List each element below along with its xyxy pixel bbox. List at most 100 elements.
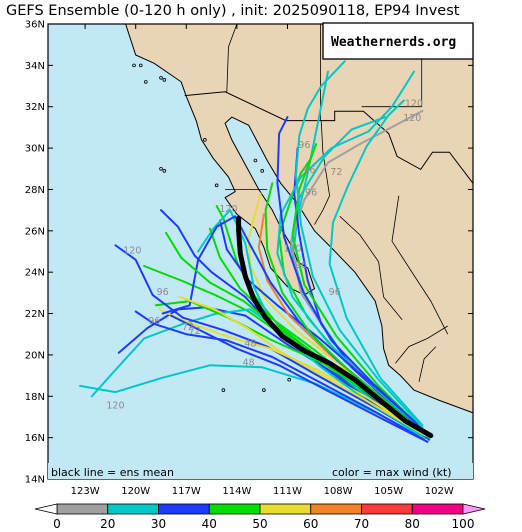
forecast-hour-label: 96 — [305, 188, 317, 199]
colorbar-tick-label: 0 — [53, 517, 61, 531]
forecast-hour-label: 120 — [106, 401, 124, 412]
colorbar-tick-label: 100 — [452, 517, 475, 531]
lat-tick-label: 34N — [25, 61, 45, 72]
forecast-hour-label: 120 — [405, 99, 423, 110]
lon-tick-label: 120W — [121, 486, 150, 497]
colorbar-tick-label: 20 — [100, 517, 115, 531]
lon-tick-label: 117W — [172, 486, 201, 497]
colorbar-segment — [361, 503, 413, 515]
forecast-hour-label: 120 — [123, 246, 141, 257]
island-3 — [214, 183, 219, 188]
forecast-hour-label: 96 — [298, 140, 310, 151]
lat-tick-label: 30N — [25, 144, 45, 155]
state-border-5 — [395, 325, 448, 364]
lat-tick-label: 24N — [25, 268, 45, 279]
member-track-m21 — [294, 60, 424, 429]
colorbar-tick-label: 40 — [202, 517, 217, 531]
lon-tick-label: 102W — [425, 486, 454, 497]
state-border-3 — [339, 216, 403, 321]
colorbar-tick-label: 80 — [405, 517, 420, 531]
watermark-frame — [322, 22, 474, 60]
member-track-m29 — [170, 314, 429, 443]
colorbar-segment — [310, 503, 362, 515]
map-axes: 36N 34N 32N 30N 28N 26N 24N 22N 20N 18N 16N 14N 123W… — [25, 20, 474, 497]
lon-tick-label: 111W — [273, 486, 302, 497]
ens-mean-note: black line = ens mean — [51, 466, 174, 479]
colorbar-tick-label: 50 — [252, 517, 267, 531]
colorbar-segment — [411, 503, 464, 515]
forecast-hour-label: 96 — [295, 260, 307, 271]
lat-tick-label: 16N — [25, 433, 45, 444]
lat-tick-label: 18N — [25, 392, 45, 403]
member-track-m20 — [276, 116, 422, 429]
member-track-m17 — [158, 308, 424, 435]
member-track-m03 — [90, 308, 429, 437]
wind-color-note: color = max wind (kt) — [332, 466, 452, 479]
forecast-hour-label: 120 — [403, 113, 421, 124]
member-track-m23 — [79, 364, 426, 439]
state-border-6 — [418, 346, 437, 382]
colorbar-low-arrow — [34, 503, 58, 515]
ensemble-mean-track — [236, 215, 434, 439]
island-1 — [159, 166, 163, 171]
forecast-hour-label: 48 — [244, 339, 256, 350]
forecast-hour-label: 48 — [243, 357, 255, 368]
island-4 — [260, 169, 264, 173]
lat-tick-label: 32N — [25, 102, 45, 113]
forecast-hour-label: 96 — [303, 165, 315, 176]
colorbar-segment — [208, 503, 261, 515]
forecast-hour-label: 120 — [283, 244, 301, 255]
lat-tick-label: 14N — [25, 475, 45, 486]
forecast-hour-label: 72 — [330, 167, 342, 178]
member-track-m28 — [328, 99, 424, 427]
member-track-m16 — [114, 244, 427, 439]
wind-colorbar: 0 20 30 40 50 60 70 80 100 — [34, 503, 486, 531]
lon-tick-label: 105W — [374, 486, 403, 497]
forecast-hour-label: 96 — [329, 287, 341, 298]
lon-tick-label: 123W — [71, 486, 100, 497]
land-mexico-us — [48, 24, 473, 414]
lat-tick-label: 20N — [25, 350, 45, 361]
state-border-2 — [314, 120, 331, 225]
member-track-m30 — [178, 296, 427, 437]
island-9 — [162, 78, 167, 82]
island-8 — [221, 388, 226, 392]
island-10 — [159, 75, 163, 80]
watermark-text: Weathernerds.org — [331, 35, 456, 50]
colorbar-high-arrow — [462, 503, 486, 515]
member-track-m25 — [264, 182, 431, 439]
island-13 — [144, 80, 148, 84]
island-6 — [287, 377, 291, 382]
watermark-box: Weathernerds.org — [322, 22, 474, 60]
forecast-hour-label: 96 — [148, 316, 160, 327]
colorbar-segment — [107, 503, 159, 515]
colorbar-segment — [259, 503, 312, 515]
colorbar-segment — [158, 503, 210, 515]
lat-tick-label: 36N — [25, 20, 45, 31]
member-track-m01 — [117, 306, 431, 441]
colorbar-tick-label: 30 — [151, 517, 166, 531]
colorbar-tick-label: 70 — [354, 517, 369, 531]
colorbar-tick-label: 60 — [303, 517, 318, 531]
figure-title: GEFS Ensemble (0-120 h only) , init: 202… — [6, 3, 460, 19]
member-track-m13 — [291, 143, 424, 431]
lat-tick-label: 22N — [25, 309, 45, 320]
member-track-m18 — [197, 209, 424, 437]
island-12 — [132, 63, 136, 68]
forecast-hour-label: 120 — [219, 204, 237, 215]
lat-tick-label: 28N — [25, 185, 45, 196]
note-box — [48, 463, 473, 479]
forecast-hour-label: 96 — [157, 287, 169, 298]
forecast-hour-label: 72 — [189, 326, 201, 337]
member-track-m26 — [134, 310, 426, 441]
lon-tick-label: 114W — [222, 486, 251, 497]
forecast-hour-label: 72 — [182, 322, 194, 333]
lat-tick-label: 26N — [25, 226, 45, 237]
state-border-7 — [226, 24, 238, 93]
lon-tick-label: 108W — [324, 486, 353, 497]
member-track-m14 — [219, 219, 420, 427]
island-11 — [138, 63, 143, 68]
